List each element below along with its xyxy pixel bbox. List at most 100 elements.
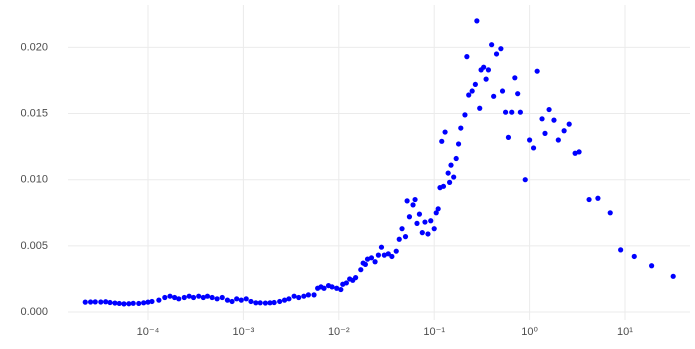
point: [321, 285, 327, 291]
point: [517, 109, 523, 115]
point: [670, 273, 676, 279]
point: [509, 109, 515, 115]
point: [435, 206, 441, 212]
point: [477, 105, 483, 111]
point: [561, 128, 567, 134]
point: [433, 210, 439, 216]
point: [378, 244, 385, 250]
point: [402, 234, 409, 240]
point: [257, 300, 263, 306]
point: [162, 294, 168, 301]
point: [493, 51, 500, 57]
x-tick-label: 10⁻³: [233, 326, 255, 338]
point: [167, 293, 173, 299]
point: [576, 149, 582, 155]
point: [489, 42, 495, 48]
point: [422, 219, 428, 225]
point: [209, 294, 215, 301]
point: [458, 125, 464, 131]
point: [92, 299, 98, 305]
point: [445, 170, 451, 176]
point: [130, 300, 136, 306]
point: [522, 177, 528, 183]
point: [512, 75, 518, 81]
point: [439, 138, 445, 144]
point: [271, 299, 277, 306]
point: [451, 174, 457, 180]
point: [393, 248, 399, 254]
point: [156, 297, 162, 303]
y-tick-label: 0.015: [20, 107, 48, 119]
point: [311, 292, 317, 298]
point: [464, 54, 470, 60]
point: [595, 195, 601, 201]
point: [499, 88, 506, 94]
point: [214, 296, 220, 302]
point: [469, 88, 475, 94]
point: [534, 68, 540, 74]
point: [442, 129, 448, 135]
point: [145, 299, 151, 305]
point: [126, 301, 132, 307]
point: [98, 299, 104, 305]
point: [462, 112, 468, 118]
point: [353, 275, 359, 281]
point: [530, 145, 537, 151]
point: [186, 293, 192, 299]
point: [301, 293, 307, 299]
point: [481, 64, 487, 70]
point: [431, 226, 437, 232]
point: [527, 137, 533, 143]
point: [474, 18, 480, 24]
point: [566, 121, 572, 127]
point: [116, 300, 122, 307]
point: [149, 298, 155, 305]
point: [419, 230, 425, 236]
point: [243, 296, 249, 302]
point: [181, 294, 187, 301]
point: [483, 76, 489, 82]
point: [234, 296, 240, 302]
point: [447, 179, 453, 185]
point: [286, 296, 292, 302]
point: [204, 293, 211, 299]
point: [412, 196, 418, 203]
point: [586, 196, 592, 203]
point: [364, 256, 371, 262]
point: [414, 220, 420, 226]
point: [229, 298, 235, 305]
point: [381, 252, 387, 258]
point: [399, 226, 405, 232]
point: [649, 263, 655, 269]
point: [262, 300, 268, 306]
point: [385, 251, 391, 257]
point: [551, 117, 557, 123]
point: [277, 298, 283, 305]
point: [253, 300, 259, 306]
point: [248, 298, 254, 305]
x-tick-label: 10¹: [617, 326, 633, 338]
point: [396, 236, 402, 242]
y-tick-label: 0.020: [20, 41, 48, 53]
point: [428, 218, 434, 224]
point: [305, 292, 311, 298]
point: [546, 106, 552, 113]
point: [440, 183, 447, 189]
point: [107, 299, 113, 306]
point: [267, 300, 273, 306]
point: [515, 91, 521, 97]
point: [416, 211, 423, 217]
point: [296, 294, 302, 301]
point: [329, 284, 335, 290]
point: [281, 297, 288, 303]
point: [136, 300, 142, 307]
point: [404, 198, 410, 204]
x-tick-label: 10⁻²: [328, 326, 350, 338]
point: [176, 296, 182, 302]
point: [343, 280, 349, 286]
point: [200, 294, 206, 301]
point: [502, 109, 509, 115]
x-tick-label: 10⁰: [521, 326, 538, 338]
